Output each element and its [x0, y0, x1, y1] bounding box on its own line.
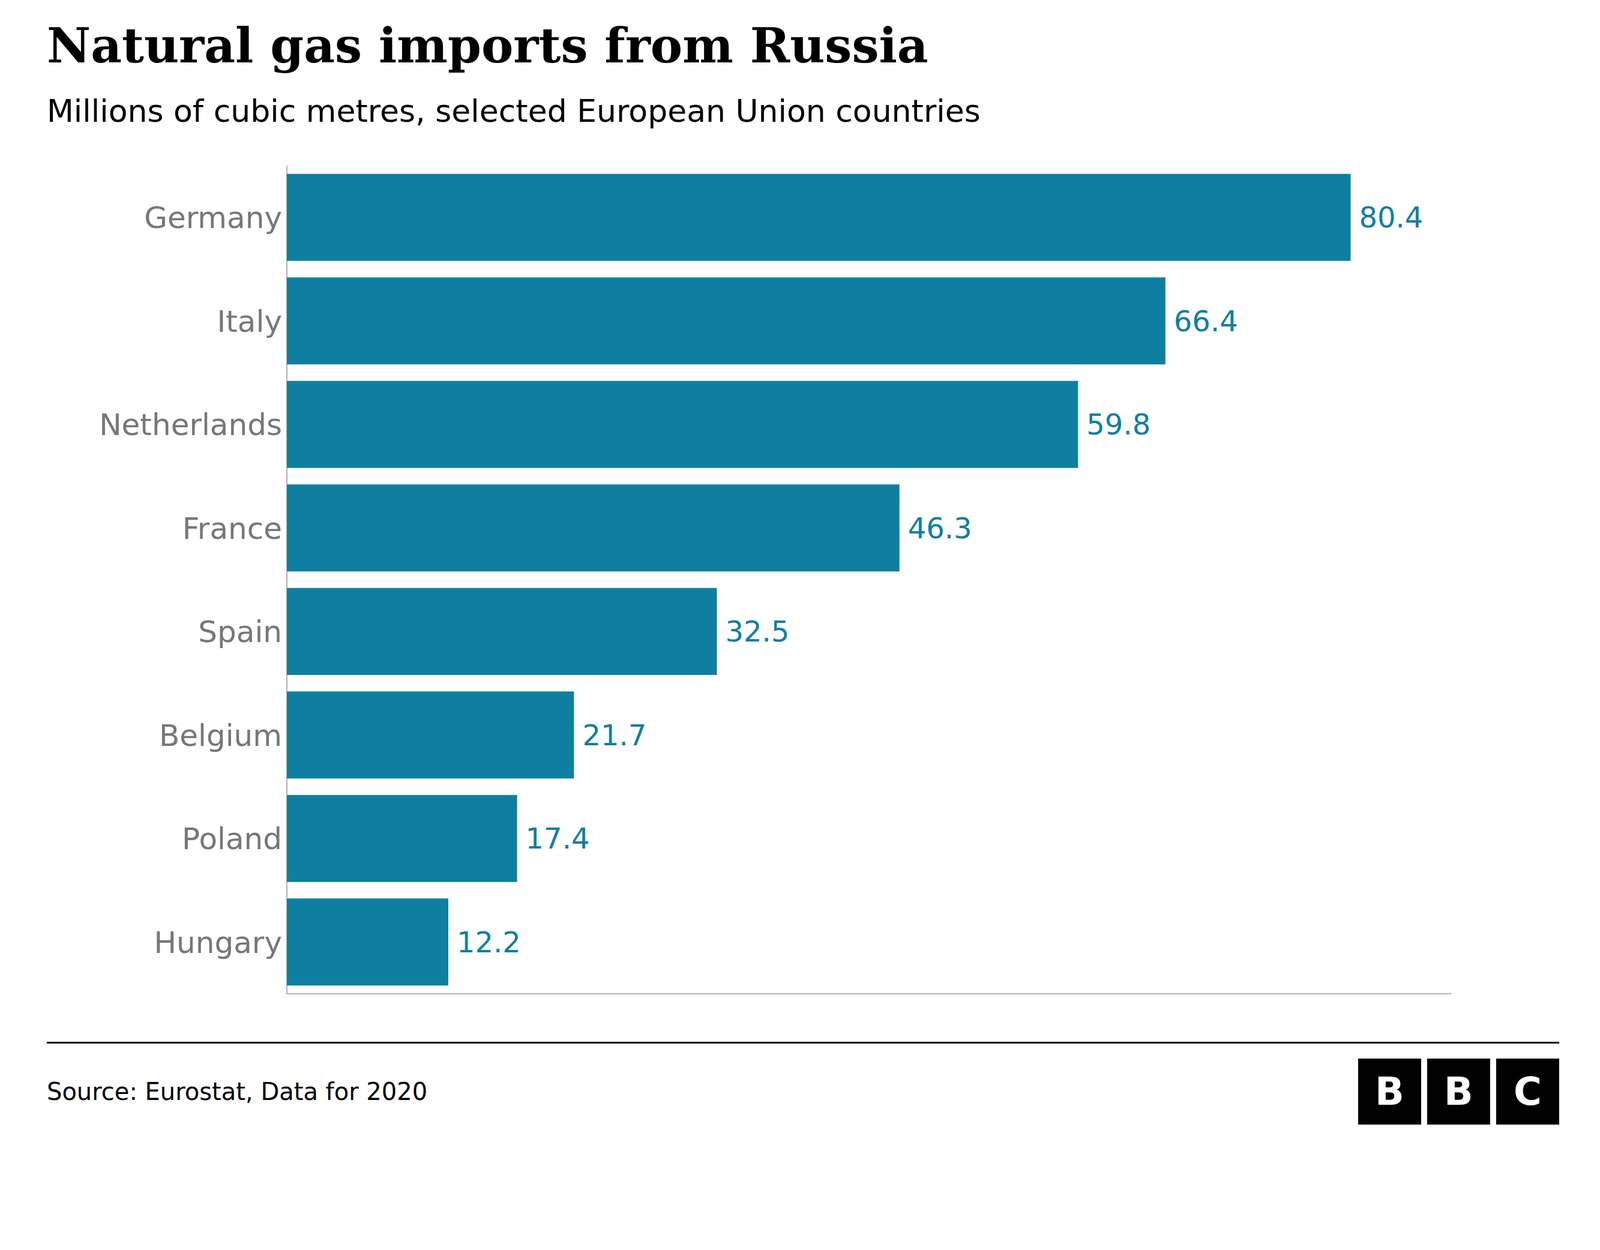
svg-text:21.7: 21.7	[582, 718, 647, 752]
svg-text:66.4: 66.4	[1173, 304, 1239, 338]
html-text:Millions of cubic metres, sele: Millions of cubic metres, selected Europ…	[46, 93, 981, 130]
svg-text:12.2: 12.2	[456, 925, 521, 960]
svg-text:17.4: 17.4	[525, 822, 590, 856]
svg-text:Italy: Italy	[217, 304, 283, 340]
html-text:Source: Eurostat, Data for 202: Source: Eurostat, Data for 2020	[46, 1078, 428, 1106]
html-text:B: B	[1375, 1069, 1405, 1115]
svg-text:Germany: Germany	[144, 200, 283, 236]
html-text:Natural gas imports from Russi: Natural gas imports from Russia	[46, 17, 929, 74]
svg-text:Netherlands: Netherlands	[99, 407, 283, 443]
svg-text:Hungary: Hungary	[153, 925, 283, 961]
svg-text:Spain: Spain	[198, 614, 283, 650]
svg-text:80.4: 80.4	[1358, 201, 1423, 235]
svg-text:Poland: Poland	[181, 821, 283, 857]
svg-text:46.3: 46.3	[908, 511, 973, 545]
svg-text:59.8: 59.8	[1086, 408, 1151, 442]
html-text:B: B	[1444, 1069, 1474, 1115]
html-text:C: C	[1513, 1069, 1542, 1115]
svg-text:32.5: 32.5	[724, 615, 790, 649]
svg-text:France: France	[182, 511, 283, 547]
svg-text:Belgium: Belgium	[159, 718, 283, 754]
